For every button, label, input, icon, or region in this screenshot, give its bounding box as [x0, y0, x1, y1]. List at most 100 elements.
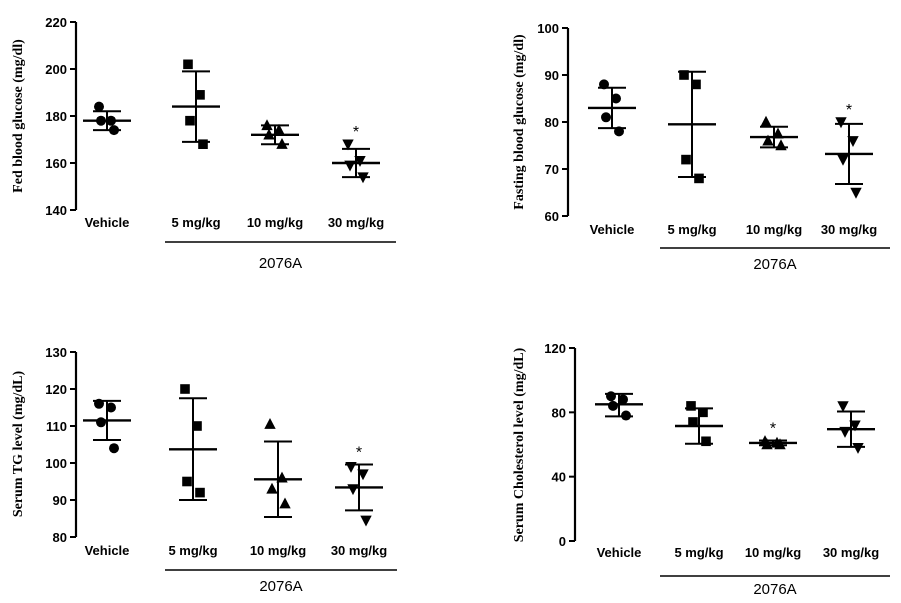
- data-point: [264, 417, 276, 429]
- data-point: [276, 138, 288, 149]
- data-point: [182, 476, 192, 487]
- data-point: [837, 401, 849, 413]
- y-axis-label: Fed blood glucose (mg/dl): [11, 39, 26, 193]
- x-category-label: 10 mg/kg: [247, 215, 303, 230]
- data-point: [847, 136, 859, 147]
- data-point: [94, 101, 104, 112]
- data-point: [772, 127, 784, 139]
- data-point: [608, 400, 618, 411]
- significance-marker: *: [356, 444, 362, 461]
- x-category-label: Vehicle: [85, 543, 130, 558]
- data-point: [96, 115, 106, 126]
- significance-marker: *: [353, 124, 359, 141]
- data-point: [109, 443, 119, 454]
- data-point: [775, 139, 787, 151]
- data-point: [849, 420, 861, 432]
- data-point: [183, 59, 193, 70]
- group-label: 2076A: [259, 255, 302, 272]
- y-tick-label: 130: [45, 345, 67, 360]
- x-category-label: Vehicle: [85, 215, 130, 230]
- series-1: [595, 391, 643, 421]
- y-tick-label: 140: [45, 203, 67, 218]
- y-tick-label: 90: [545, 68, 559, 83]
- data-point: [198, 139, 208, 149]
- panel-4: 0 40 80 120 Serum Cholesterol level (mg/dL) V…: [512, 341, 890, 598]
- y-tick-label: 220: [45, 15, 67, 30]
- data-point: [621, 410, 631, 421]
- data-point: [195, 90, 205, 100]
- data-point: [852, 443, 864, 454]
- data-point: [347, 484, 359, 496]
- data-point: [94, 398, 104, 409]
- y-tick-label: 60: [545, 209, 559, 224]
- series-3: *: [749, 420, 797, 450]
- y-tick-label: 70: [545, 162, 559, 177]
- data-point: [345, 462, 357, 473]
- data-point: [106, 402, 116, 413]
- data-point: [701, 436, 711, 447]
- data-point: [180, 384, 190, 394]
- series-3: [254, 417, 302, 519]
- data-point: [192, 421, 202, 431]
- y-tick-label: 100: [537, 21, 559, 36]
- data-point: [263, 128, 275, 140]
- significance-marker: *: [770, 420, 776, 437]
- data-point: [106, 115, 116, 126]
- x-category-label: Vehicle: [590, 222, 635, 237]
- series-4: *: [332, 124, 380, 184]
- series-3: [251, 119, 299, 149]
- y-axis-label: Fasting blood glucose (mg/dl): [512, 34, 527, 210]
- data-point: [679, 70, 689, 80]
- panel-3: 80 90 100 110 120 130 Serum TG level (mg/dL) Ve…: [11, 345, 397, 595]
- series-2: [668, 70, 716, 184]
- panel-1: 140 160 180 200 220 Fed blood glucose (mg/dl)…: [11, 15, 396, 272]
- significance-marker: *: [846, 102, 852, 119]
- y-tick-label: 80: [545, 115, 559, 130]
- data-point: [606, 391, 616, 402]
- data-point: [354, 155, 366, 167]
- x-category-label: 5 mg/kg: [171, 215, 220, 230]
- y-axis-label: Serum Cholesterol level (mg/dL): [512, 347, 527, 542]
- data-point: [688, 417, 698, 427]
- series-2: [169, 384, 217, 501]
- group-label: 2076A: [753, 581, 796, 598]
- x-category-label: 5 mg/kg: [667, 222, 716, 237]
- data-point: [850, 187, 862, 199]
- data-point: [762, 134, 774, 146]
- y-tick-label: 80: [53, 530, 67, 545]
- data-point: [835, 117, 847, 129]
- data-point: [185, 115, 195, 126]
- data-point: [195, 487, 205, 498]
- y-tick-label: 0: [559, 534, 566, 549]
- x-category-label: 10 mg/kg: [250, 543, 306, 558]
- x-category-label: 30 mg/kg: [328, 215, 384, 230]
- data-point: [276, 471, 288, 483]
- y-tick-label: 180: [45, 109, 67, 124]
- data-point: [760, 115, 772, 127]
- data-point: [839, 426, 851, 438]
- group-label: 2076A: [259, 578, 302, 595]
- data-point: [342, 139, 354, 151]
- series-4: *: [825, 102, 873, 199]
- y-tick-label: 110: [46, 419, 67, 434]
- data-point: [681, 154, 691, 165]
- x-category-label: 30 mg/kg: [823, 545, 879, 560]
- x-category-label: 10 mg/kg: [746, 222, 802, 237]
- series-1: [588, 79, 636, 137]
- data-point: [344, 160, 356, 172]
- data-point: [774, 438, 786, 450]
- y-tick-label: 40: [552, 470, 566, 485]
- y-axis-label: Serum TG level (mg/dL): [11, 370, 26, 517]
- y-tick-label: 90: [53, 493, 67, 508]
- data-point: [611, 93, 621, 104]
- x-category-label: 5 mg/kg: [168, 543, 217, 558]
- data-point: [691, 79, 701, 90]
- data-point: [96, 417, 106, 428]
- y-tick-label: 120: [544, 341, 566, 356]
- series-4: *: [335, 444, 383, 527]
- data-point: [698, 407, 708, 418]
- data-point: [837, 154, 849, 166]
- series-2: [675, 401, 723, 447]
- y-tick-label: 160: [45, 156, 67, 171]
